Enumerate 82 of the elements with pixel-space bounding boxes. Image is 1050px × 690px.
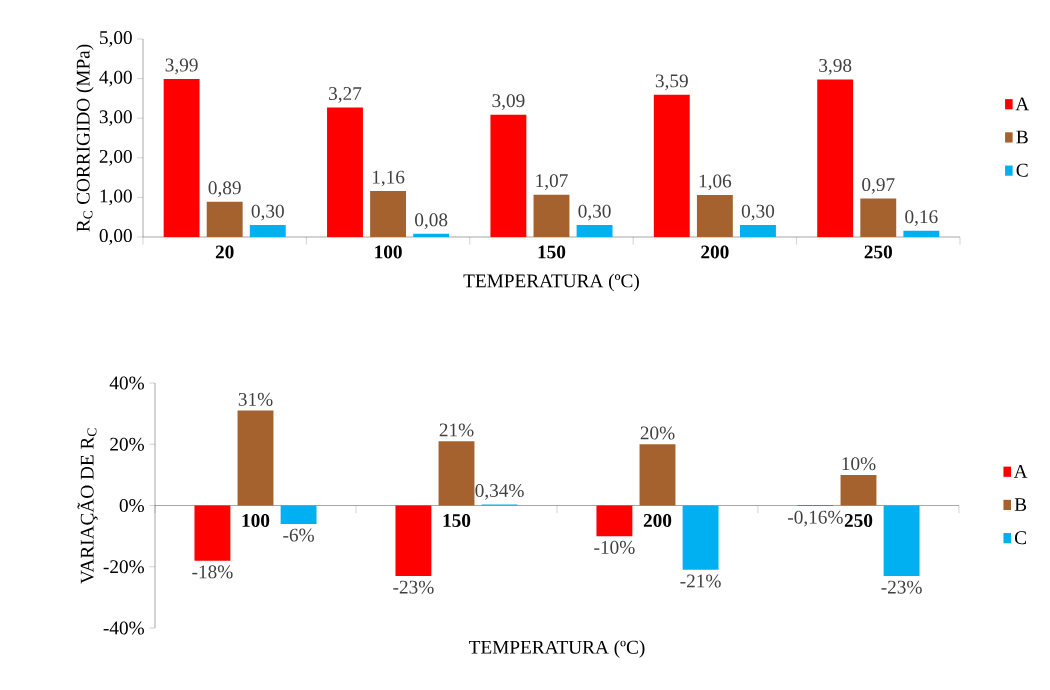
bar xyxy=(696,195,733,237)
bar xyxy=(682,505,719,570)
data-label: 3,98 xyxy=(819,58,852,75)
data-label: -23% xyxy=(393,580,434,594)
x-tick-label: 150 xyxy=(538,245,566,259)
data-label: 21% xyxy=(439,423,474,437)
bar xyxy=(639,444,676,506)
data-label: -6% xyxy=(283,528,314,542)
y-tick-label: -20% xyxy=(103,560,144,574)
x-tick-label: 100 xyxy=(375,245,402,259)
y-axis-title: VARIAÇÃO DE R$_{C}$ xyxy=(77,428,98,584)
bar xyxy=(533,194,570,237)
y-tick-label: 40% xyxy=(109,376,144,390)
bar xyxy=(817,79,854,237)
data-label: -10% xyxy=(594,540,635,554)
data-label: 31% xyxy=(238,392,273,406)
bar xyxy=(883,505,920,576)
data-label: 3,27 xyxy=(329,87,362,103)
x-tick-label: 250 xyxy=(864,245,892,259)
bar xyxy=(860,198,897,237)
bar xyxy=(413,233,450,237)
bar xyxy=(395,505,432,576)
legend-label: C xyxy=(1014,531,1026,545)
y-tick-label: 20% xyxy=(110,437,144,451)
y-tick-label: 3,00 xyxy=(99,110,132,127)
x-tick-label: 200 xyxy=(701,245,729,259)
x-axis-title: TEMPERATURA (ºC) xyxy=(469,640,645,658)
data-label: 0,30 xyxy=(251,204,284,221)
data-label: 0,30 xyxy=(741,204,775,221)
y-tick-label: 4,00 xyxy=(99,70,132,87)
bar xyxy=(194,505,231,561)
data-label: 3,99 xyxy=(165,58,198,75)
bar xyxy=(840,474,877,506)
data-label: 3,59 xyxy=(655,74,688,91)
x-tick-label: 200 xyxy=(643,513,672,527)
data-label: -18% xyxy=(192,565,233,579)
x-tick-label: 150 xyxy=(443,513,471,527)
legend-label: A xyxy=(1015,97,1030,111)
bar xyxy=(280,505,317,524)
bar xyxy=(596,505,633,537)
bar xyxy=(576,225,613,237)
bar xyxy=(206,201,243,237)
data-label: 1,06 xyxy=(699,174,732,191)
y-tick-label: -40% xyxy=(103,621,144,635)
data-label: 20% xyxy=(640,426,675,440)
data-label: 0,89 xyxy=(208,181,241,198)
bar xyxy=(370,191,407,237)
y-tick-label: 1,00 xyxy=(100,189,132,206)
legend-label: B xyxy=(1014,498,1027,511)
x-tick-label: 100 xyxy=(242,513,270,527)
bar xyxy=(438,441,475,506)
bar xyxy=(237,410,274,506)
bar xyxy=(903,230,940,237)
data-label: 3,09 xyxy=(492,94,525,110)
bar xyxy=(249,225,286,237)
x-axis-title: TEMPERATURA (ºC) xyxy=(463,273,639,292)
x-tick-label: 250 xyxy=(844,513,873,527)
data-label: 0,08 xyxy=(415,213,448,230)
data-label: -0,16% xyxy=(788,510,843,527)
legend-label: A xyxy=(1013,464,1028,478)
bar xyxy=(327,107,363,237)
data-label: 0,97 xyxy=(862,178,895,194)
legend-label: C xyxy=(1016,163,1028,177)
data-label: 1,07 xyxy=(536,174,568,190)
data-label: 0,16 xyxy=(905,210,938,226)
bar xyxy=(740,225,776,237)
data-label: 0,30 xyxy=(578,204,611,221)
data-label: 10% xyxy=(842,457,876,471)
data-label: -23% xyxy=(881,580,922,594)
bar xyxy=(653,94,690,237)
y-tick-label: 0,00 xyxy=(99,229,132,245)
x-tick-label: 20 xyxy=(215,245,234,259)
data-label: -21% xyxy=(680,574,721,588)
bar xyxy=(163,78,200,237)
legend-label: B xyxy=(1016,130,1028,144)
bar xyxy=(490,114,527,237)
y-tick-label: 2,00 xyxy=(99,149,132,166)
y-tick-label: 5,00 xyxy=(100,31,132,47)
y-tick-label: 0% xyxy=(119,498,144,513)
data-label: 0,34% xyxy=(475,484,524,500)
y-axis-title: R$_{C}$ CORRIGIDO (MPa) xyxy=(76,44,94,232)
data-label: 1,16 xyxy=(372,170,405,187)
